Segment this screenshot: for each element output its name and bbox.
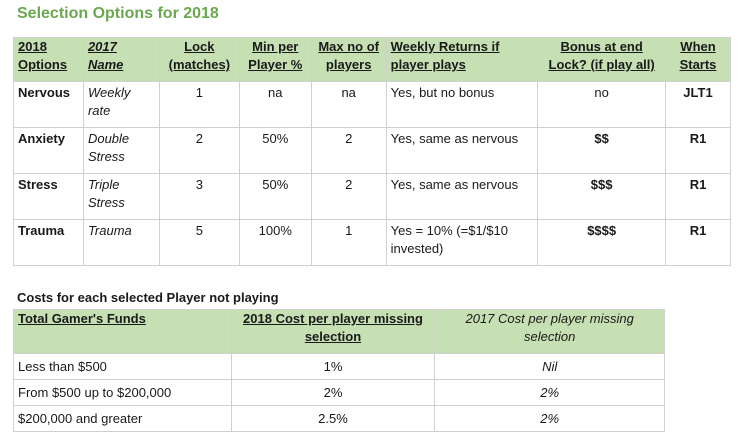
cost-2018: 2.5%: [230, 405, 436, 432]
option-name: Stress: [13, 173, 84, 220]
lock-value: 2: [158, 127, 240, 174]
header-when-starts: When Starts: [665, 37, 731, 82]
max-value: 2: [310, 127, 387, 174]
funds-range: From $500 up to $200,000: [13, 379, 232, 406]
table-row: Nervous Weekly rate 1 na na Yes, but no …: [13, 81, 731, 128]
header-bonus: Bonus at end Lock? (if play all): [537, 37, 666, 82]
old-name: Trauma: [82, 219, 160, 266]
cost-2017: 2%: [434, 379, 665, 406]
table-row: Anxiety Double Stress 2 50% 2 Yes, same …: [13, 127, 731, 174]
header-2017-name: 2017 Name: [82, 37, 160, 82]
cost-2018: 1%: [230, 353, 436, 380]
table-row: Stress Triple Stress 3 50% 2 Yes, same a…: [13, 173, 731, 220]
max-value: na: [310, 81, 387, 128]
cost-2018: 2%: [230, 379, 436, 406]
old-name: Weekly rate: [82, 81, 160, 128]
selection-options-table: 2018 Options 2017 Name Lock (matches) Mi…: [13, 37, 731, 266]
cost-2017: 2%: [434, 405, 665, 432]
option-name: Anxiety: [13, 127, 84, 174]
min-value: 50%: [238, 173, 312, 220]
lock-value: 1: [158, 81, 240, 128]
table-row: Trauma Trauma 5 100% 1 Yes = 10% (=$1/$1…: [13, 219, 731, 266]
starts-value: JLT1: [665, 81, 731, 128]
table-header-row: 2018 Options 2017 Name Lock (matches) Mi…: [13, 37, 731, 82]
funds-range: $200,000 and greater: [13, 405, 232, 432]
old-name: Triple Stress: [82, 173, 160, 220]
table-row: Less than $500 1% Nil: [13, 353, 665, 380]
weekly-returns: Yes, same as nervous: [385, 127, 539, 174]
header-lock: Lock (matches): [158, 37, 240, 82]
old-name: Double Stress: [82, 127, 160, 174]
header-total-funds: Total Gamer's Funds: [13, 309, 232, 354]
bonus-value: $$$: [537, 173, 666, 220]
header-2017-cost: 2017 Cost per player missing selection: [434, 309, 665, 354]
header-min-per-player: Min per Player %: [238, 37, 312, 82]
weekly-returns: Yes = 10% (=$1/$10 invested): [385, 219, 539, 266]
table-row: From $500 up to $200,000 2% 2%: [13, 379, 665, 406]
costs-title: Costs for each selected Player not playi…: [17, 290, 279, 305]
bonus-value: $$: [537, 127, 666, 174]
table-row: $200,000 and greater 2.5% 2%: [13, 405, 665, 432]
costs-table: Total Gamer's Funds 2018 Cost per player…: [13, 309, 665, 432]
page-title: Selection Options for 2018: [17, 5, 219, 22]
bonus-value: no: [537, 81, 666, 128]
weekly-returns: Yes, same as nervous: [385, 173, 539, 220]
funds-range: Less than $500: [13, 353, 232, 380]
starts-value: R1: [665, 173, 731, 220]
max-value: 1: [310, 219, 387, 266]
header-max-players: Max no of players: [310, 37, 387, 82]
header-2018-cost: 2018 Cost per player missing selection: [230, 309, 436, 354]
table-header-row: Total Gamer's Funds 2018 Cost per player…: [13, 309, 665, 354]
header-2018-options: 2018 Options: [13, 37, 84, 82]
option-name: Nervous: [13, 81, 84, 128]
min-value: na: [238, 81, 312, 128]
cost-2017: Nil: [434, 353, 665, 380]
weekly-returns: Yes, but no bonus: [385, 81, 539, 128]
max-value: 2: [310, 173, 387, 220]
header-weekly-returns: Weekly Returns if player plays: [385, 37, 539, 82]
lock-value: 5: [158, 219, 240, 266]
option-name: Trauma: [13, 219, 84, 266]
starts-value: R1: [665, 219, 731, 266]
lock-value: 3: [158, 173, 240, 220]
starts-value: R1: [665, 127, 731, 174]
min-value: 50%: [238, 127, 312, 174]
min-value: 100%: [238, 219, 312, 266]
bonus-value: $$$$: [537, 219, 666, 266]
